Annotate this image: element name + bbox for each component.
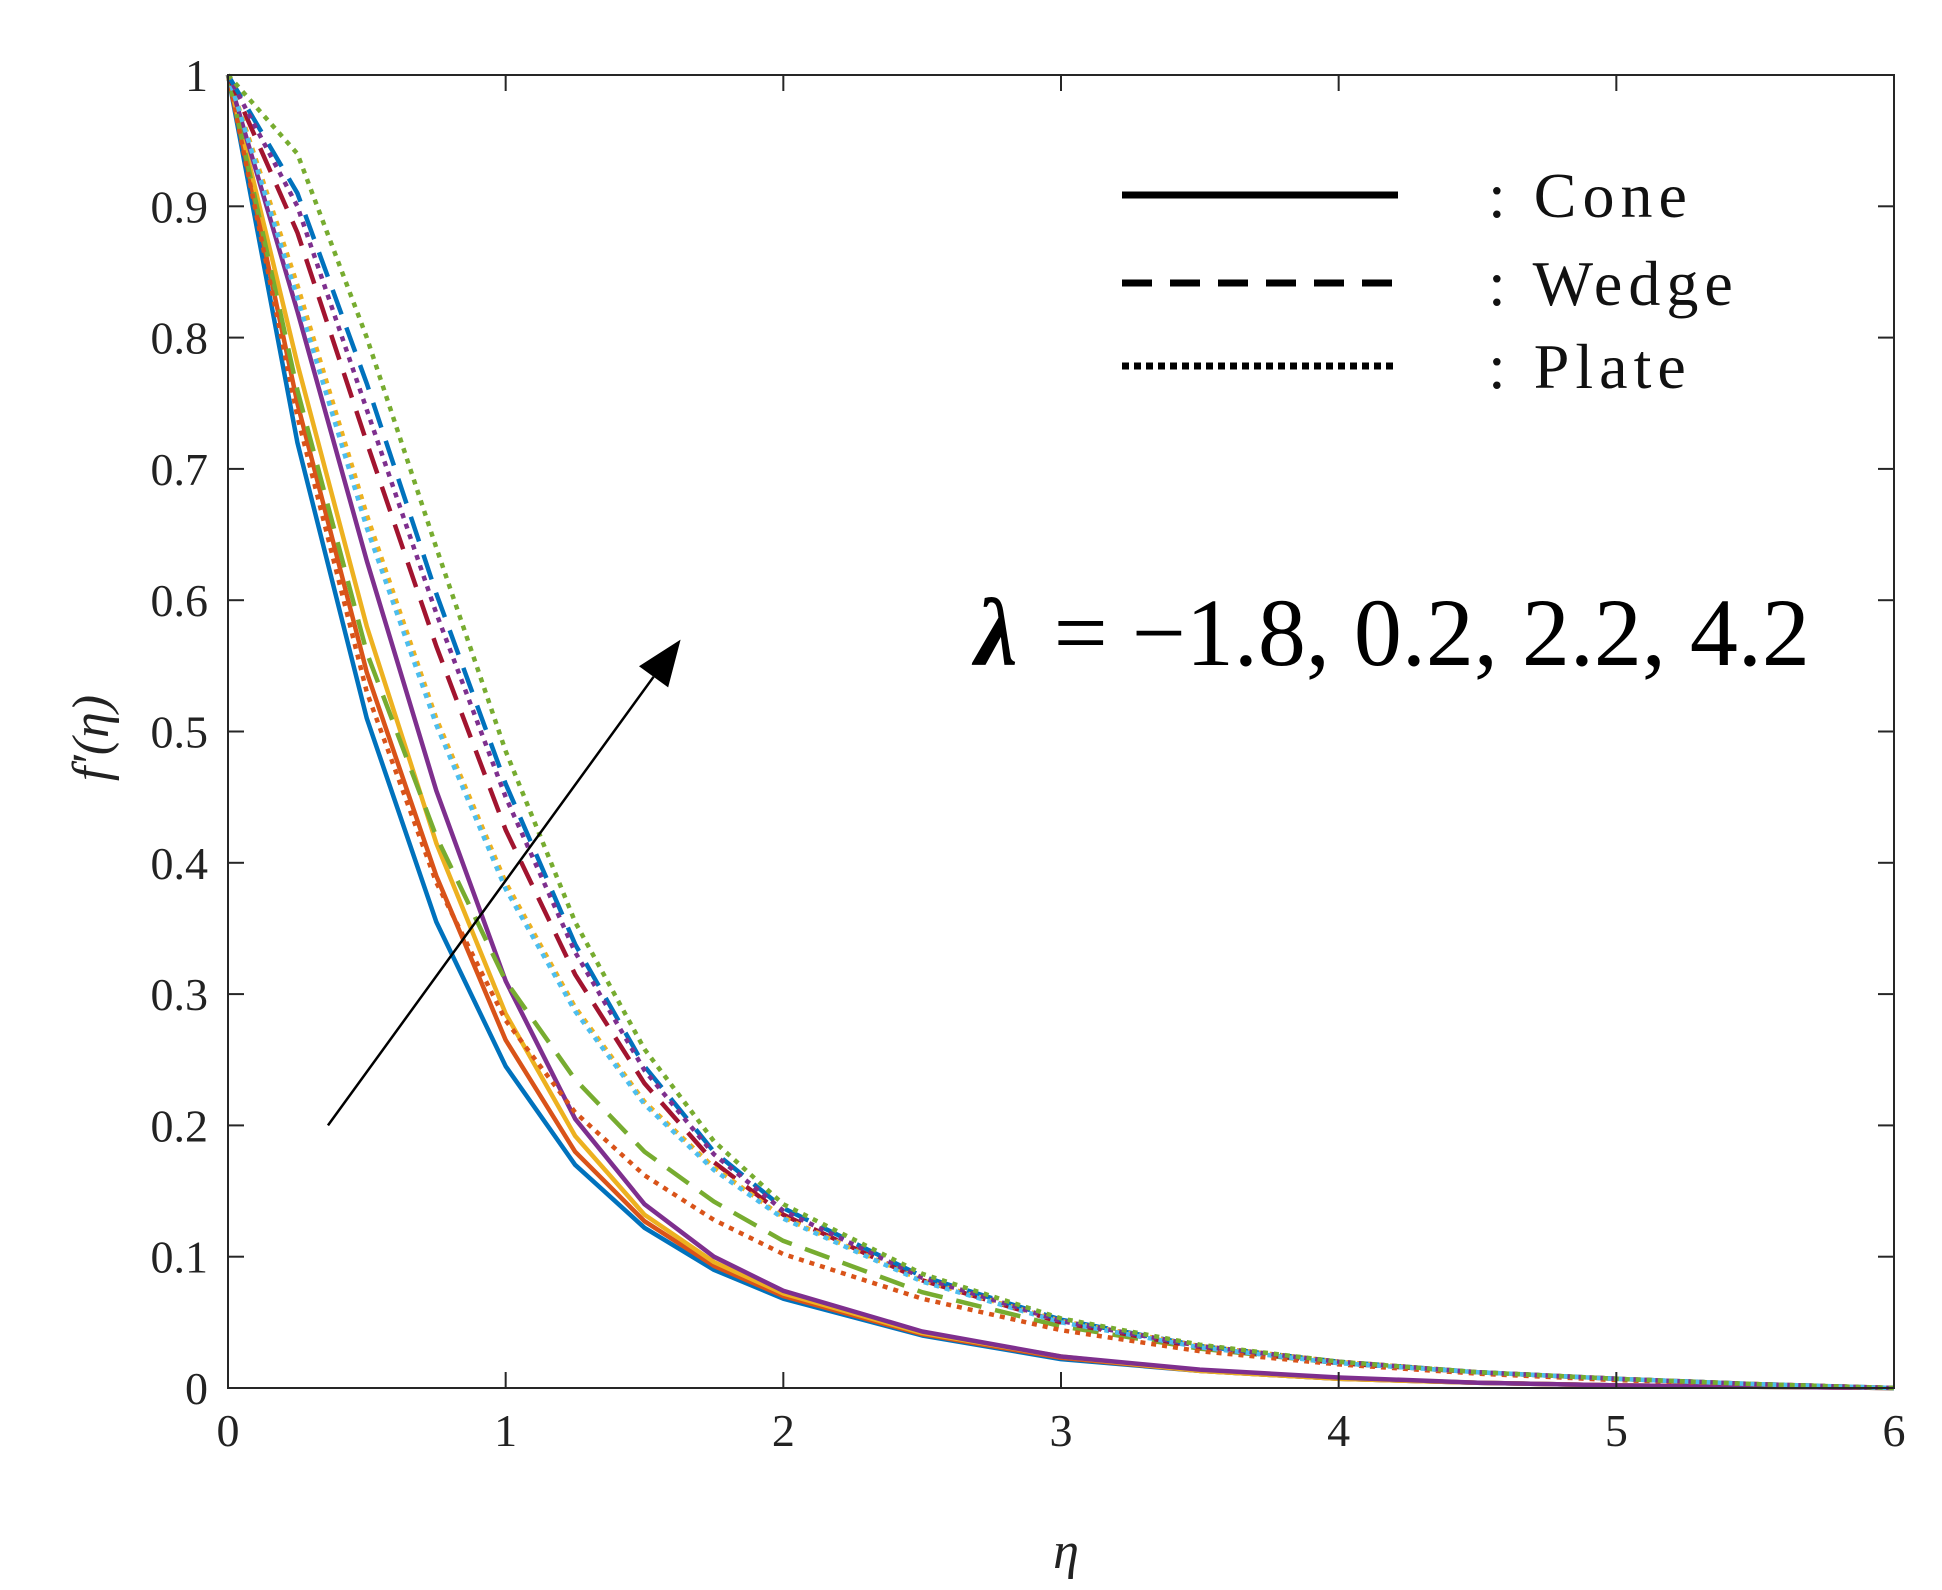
x-tick-label: 0	[217, 1405, 240, 1456]
x-tick-label: 3	[1050, 1405, 1073, 1456]
lambda-values: = −1.8, 0.2, 2.2, 4.2	[1054, 579, 1810, 686]
y-tick-label: 0.8	[151, 313, 209, 364]
series-line-plate-11	[226, 73, 1895, 1391]
y-tick-label: 0.9	[151, 181, 209, 232]
legend-label: : Plate	[1488, 331, 1692, 402]
legend-label: : Wedge	[1488, 248, 1739, 319]
lambda-annotation: λ = −1.8, 0.2, 2.2, 4.2	[971, 579, 1810, 686]
legend: : Cone : Wedge : Plate	[1122, 160, 1739, 402]
axes: 0 1 2 3 4 5 6 0 0.1 0.2 0.3 0.4 0.5 0.6 0.7 0.8 0.9 1	[151, 50, 1906, 1456]
x-tick-label: 5	[1605, 1405, 1628, 1456]
y-tick-label: 1	[185, 50, 208, 101]
x-axis-title: η	[1053, 1523, 1079, 1580]
series-line-plate-12	[226, 73, 1895, 1391]
arrow-head	[639, 639, 681, 688]
y-tick-label: 0.6	[151, 575, 209, 626]
x-tick-label: 4	[1327, 1405, 1350, 1456]
x-tick-label: 1	[494, 1405, 517, 1456]
lambda-symbol: λ	[971, 579, 1018, 686]
legend-label: : Cone	[1488, 160, 1693, 231]
x-tick-label: 6	[1883, 1405, 1906, 1456]
y-tick-label: 0.7	[151, 444, 209, 495]
y-tick-label: 0.5	[151, 707, 209, 758]
y-tick-label: 0.1	[151, 1232, 209, 1283]
x-tick-label: 2	[772, 1405, 795, 1456]
series-line-cone-4	[225, 74, 1895, 1391]
y-tick-label: 0.3	[151, 969, 209, 1020]
y-tick-label: 0	[185, 1363, 208, 1414]
annotation-arrow	[326, 639, 681, 1127]
y-tick-label: 0.2	[151, 1100, 209, 1151]
y-tick-label: 0.4	[151, 838, 209, 889]
arrow-shaft	[326, 676, 655, 1127]
y-axis-title: f′(η)	[63, 695, 120, 781]
plot-lines	[225, 73, 1895, 1391]
